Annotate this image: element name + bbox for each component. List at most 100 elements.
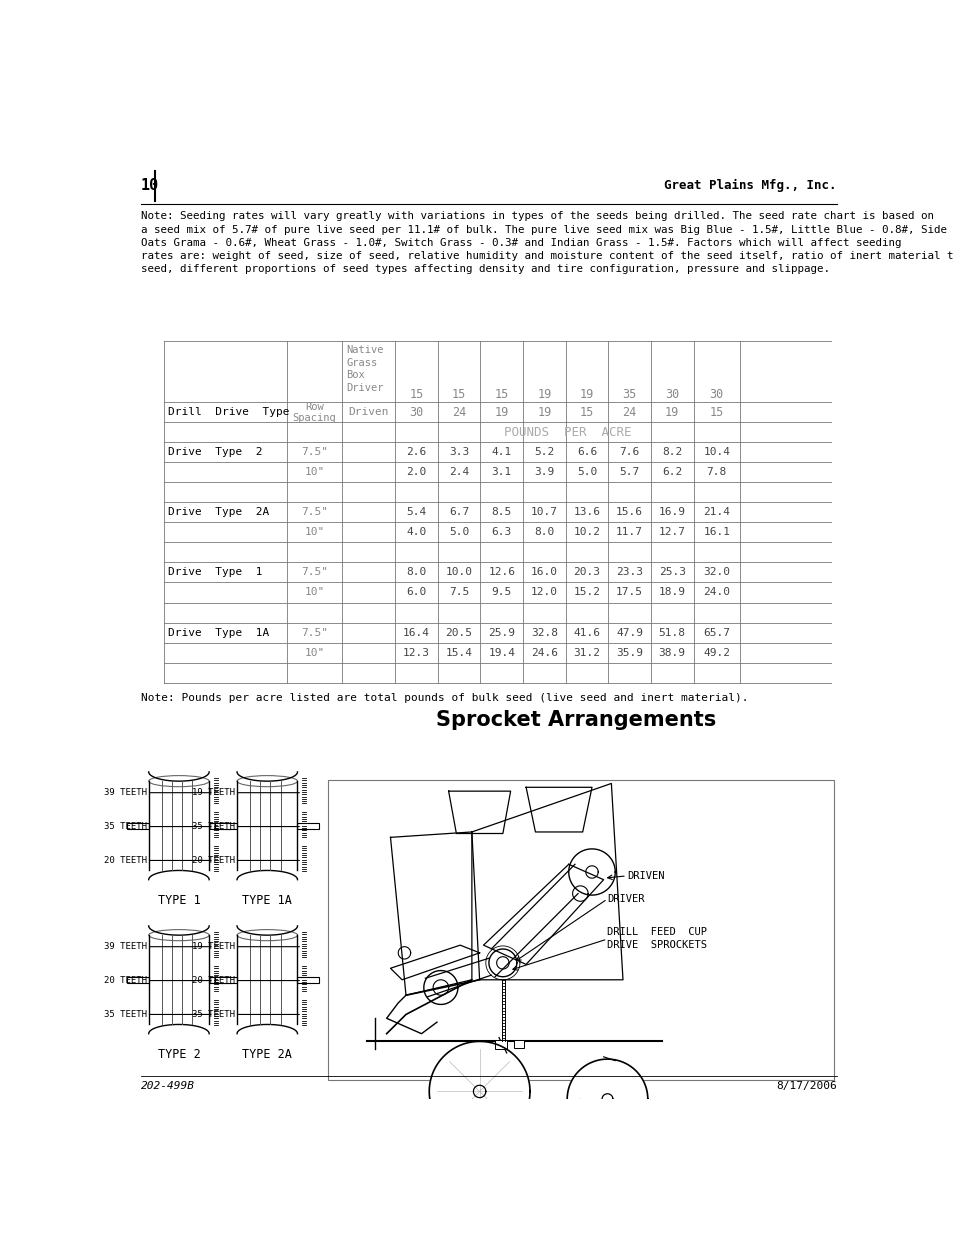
Text: 35 TEETH: 35 TEETH: [193, 823, 235, 831]
Text: 16.1: 16.1: [702, 527, 729, 537]
Text: 49.2: 49.2: [702, 647, 729, 657]
Text: 15: 15: [709, 406, 723, 419]
Text: 10.4: 10.4: [702, 447, 729, 457]
Text: Driven: Driven: [348, 408, 389, 417]
Text: 16.9: 16.9: [658, 508, 685, 517]
Polygon shape: [473, 1086, 485, 1098]
Bar: [297, 823, 319, 829]
Text: Drive  Type  1A: Drive Type 1A: [168, 627, 269, 637]
Text: 32.8: 32.8: [530, 627, 558, 637]
Text: 32.0: 32.0: [702, 567, 729, 578]
Polygon shape: [429, 1041, 530, 1141]
Text: DRILL  FEED  CUP: DRILL FEED CUP: [607, 927, 707, 937]
Text: 7.5: 7.5: [449, 588, 469, 598]
Text: 6.7: 6.7: [449, 508, 469, 517]
Text: 25.9: 25.9: [488, 627, 515, 637]
Text: 24.0: 24.0: [702, 588, 729, 598]
Polygon shape: [572, 885, 587, 902]
Text: 7.5": 7.5": [301, 508, 328, 517]
Text: 6.0: 6.0: [406, 588, 426, 598]
Polygon shape: [525, 787, 592, 832]
Text: 3.1: 3.1: [491, 467, 512, 478]
Text: TYPE 2: TYPE 2: [157, 1047, 200, 1061]
Bar: [127, 823, 149, 829]
Text: 15: 15: [579, 406, 594, 419]
Text: 30: 30: [709, 388, 723, 401]
Text: 19.4: 19.4: [488, 647, 515, 657]
Text: 35: 35: [621, 388, 636, 401]
Text: 10.2: 10.2: [573, 527, 599, 537]
Text: 19: 19: [664, 406, 679, 419]
Text: 15.6: 15.6: [616, 508, 642, 517]
Polygon shape: [423, 971, 457, 1004]
Text: 35 TEETH: 35 TEETH: [193, 1010, 235, 1019]
Text: 19 TEETH: 19 TEETH: [193, 788, 235, 797]
Text: 20.5: 20.5: [445, 627, 472, 637]
Text: 39 TEETH: 39 TEETH: [104, 788, 147, 797]
Text: 7.5": 7.5": [301, 447, 328, 457]
Text: 10.0: 10.0: [445, 567, 472, 578]
Bar: [495, 1040, 506, 1049]
Text: Drive  Type  2: Drive Type 2: [168, 447, 262, 457]
Polygon shape: [601, 1094, 612, 1104]
Polygon shape: [497, 957, 509, 969]
Text: 5.4: 5.4: [406, 508, 426, 517]
Text: 39 TEETH: 39 TEETH: [104, 942, 147, 951]
Text: 25.3: 25.3: [658, 567, 685, 578]
Polygon shape: [472, 783, 622, 979]
Text: 65.7: 65.7: [702, 627, 729, 637]
Polygon shape: [433, 979, 448, 995]
Text: 19: 19: [537, 388, 551, 401]
Text: 202-499B: 202-499B: [141, 1081, 194, 1091]
Text: 35 TEETH: 35 TEETH: [104, 823, 147, 831]
Text: 8.0: 8.0: [406, 567, 426, 578]
Polygon shape: [390, 832, 472, 995]
Text: 5.0: 5.0: [577, 467, 597, 478]
Text: 5.2: 5.2: [534, 447, 554, 457]
Text: 4.0: 4.0: [406, 527, 426, 537]
Text: 20 TEETH: 20 TEETH: [104, 976, 147, 986]
Polygon shape: [568, 848, 615, 895]
Text: Drill  Drive  Type: Drill Drive Type: [168, 408, 290, 417]
Text: 7.5": 7.5": [301, 567, 328, 578]
Text: 31.2: 31.2: [573, 647, 599, 657]
Text: 5.7: 5.7: [618, 467, 639, 478]
Text: TYPE 1: TYPE 1: [157, 894, 200, 906]
Text: 11.7: 11.7: [616, 527, 642, 537]
Text: 15.4: 15.4: [445, 647, 472, 657]
Bar: [209, 977, 231, 983]
Text: Sprocket Arrangements: Sprocket Arrangements: [436, 710, 716, 730]
Bar: [514, 1040, 523, 1047]
Text: 8.2: 8.2: [661, 447, 681, 457]
Text: 8.5: 8.5: [491, 508, 512, 517]
Text: 19: 19: [494, 406, 508, 419]
Bar: [297, 977, 319, 983]
Text: 20 TEETH: 20 TEETH: [193, 976, 235, 986]
Text: 20 TEETH: 20 TEETH: [193, 856, 235, 864]
Polygon shape: [567, 1060, 647, 1139]
Text: 19: 19: [579, 388, 594, 401]
Text: 30: 30: [664, 388, 679, 401]
Bar: [215, 823, 236, 829]
Polygon shape: [448, 792, 510, 834]
Text: 7.6: 7.6: [618, 447, 639, 457]
Text: Great Plains Mfg., Inc.: Great Plains Mfg., Inc.: [663, 179, 836, 191]
Text: 20.3: 20.3: [573, 567, 599, 578]
Text: 16.4: 16.4: [402, 627, 430, 637]
Text: 13.6: 13.6: [573, 508, 599, 517]
Text: 51.8: 51.8: [658, 627, 685, 637]
Text: DRIVEN: DRIVEN: [626, 871, 663, 881]
Text: DRIVER: DRIVER: [607, 894, 644, 904]
Text: 5.0: 5.0: [449, 527, 469, 537]
Text: 30: 30: [409, 406, 423, 419]
Text: 15: 15: [494, 388, 508, 401]
Text: 18.9: 18.9: [658, 588, 685, 598]
Text: 15: 15: [409, 388, 423, 401]
Text: 12.7: 12.7: [658, 527, 685, 537]
Text: 7.8: 7.8: [706, 467, 726, 478]
Bar: [328, 779, 833, 1079]
Text: DRIVE  SPROCKETS: DRIVE SPROCKETS: [607, 940, 707, 950]
Text: 10": 10": [304, 647, 324, 657]
Text: 35 TEETH: 35 TEETH: [104, 1010, 147, 1019]
Bar: [209, 823, 231, 829]
